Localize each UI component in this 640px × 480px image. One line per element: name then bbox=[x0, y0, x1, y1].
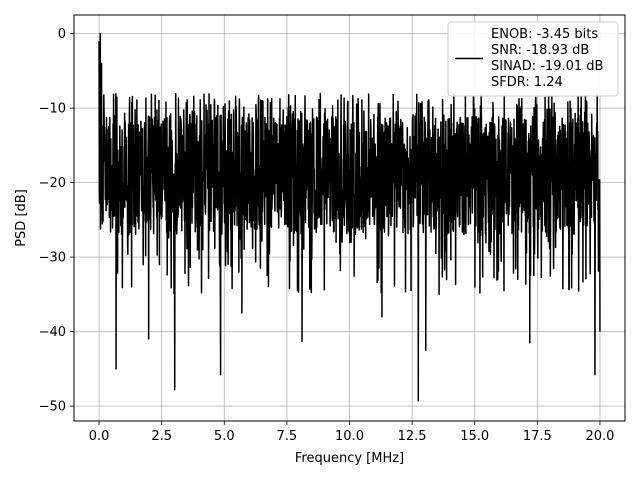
plot-area bbox=[98, 32, 601, 402]
x-axis-label: Frequency [MHz] bbox=[295, 451, 404, 466]
x-tick-label: 2.5 bbox=[151, 429, 172, 444]
x-tick-label: 15.0 bbox=[460, 429, 489, 444]
legend: ENOB: -3.45 bits SNR: -18.93 dB SINAD: -… bbox=[447, 21, 619, 97]
x-tick-label: 17.5 bbox=[523, 429, 552, 444]
x-tick-label: 12.5 bbox=[398, 429, 427, 444]
y-tick-label: −40 bbox=[39, 325, 66, 340]
y-tick-label: −10 bbox=[39, 102, 66, 117]
x-tick-label: 10.0 bbox=[335, 429, 364, 444]
psd-series-line bbox=[98, 32, 601, 402]
y-tick-label: −50 bbox=[39, 400, 66, 415]
y-tick-label: −30 bbox=[39, 251, 66, 266]
y-axis-label: PSD [dB] bbox=[14, 189, 29, 247]
legend-snr: SNR: -18.93 dB bbox=[491, 43, 589, 58]
x-tick-label: 0.0 bbox=[89, 429, 110, 444]
legend-sinad: SINAD: -19.01 dB bbox=[491, 59, 603, 74]
y-tick-label: 0 bbox=[58, 27, 66, 42]
legend-box bbox=[447, 21, 619, 97]
y-tick-label: −20 bbox=[39, 176, 66, 191]
y-axis: 0 −10 −20 −30 −40 −50 bbox=[39, 27, 74, 415]
legend-enob: ENOB: -3.45 bits bbox=[491, 27, 598, 42]
x-tick-label: 5.0 bbox=[214, 429, 235, 444]
x-tick-label: 7.5 bbox=[277, 429, 298, 444]
x-tick-label: 20.0 bbox=[585, 429, 614, 444]
x-axis: 0.0 2.5 5.0 7.5 10.0 12.5 15.0 17.5 20.0 bbox=[89, 421, 614, 444]
legend-sfdr: SFDR: 1.24 bbox=[491, 75, 563, 90]
